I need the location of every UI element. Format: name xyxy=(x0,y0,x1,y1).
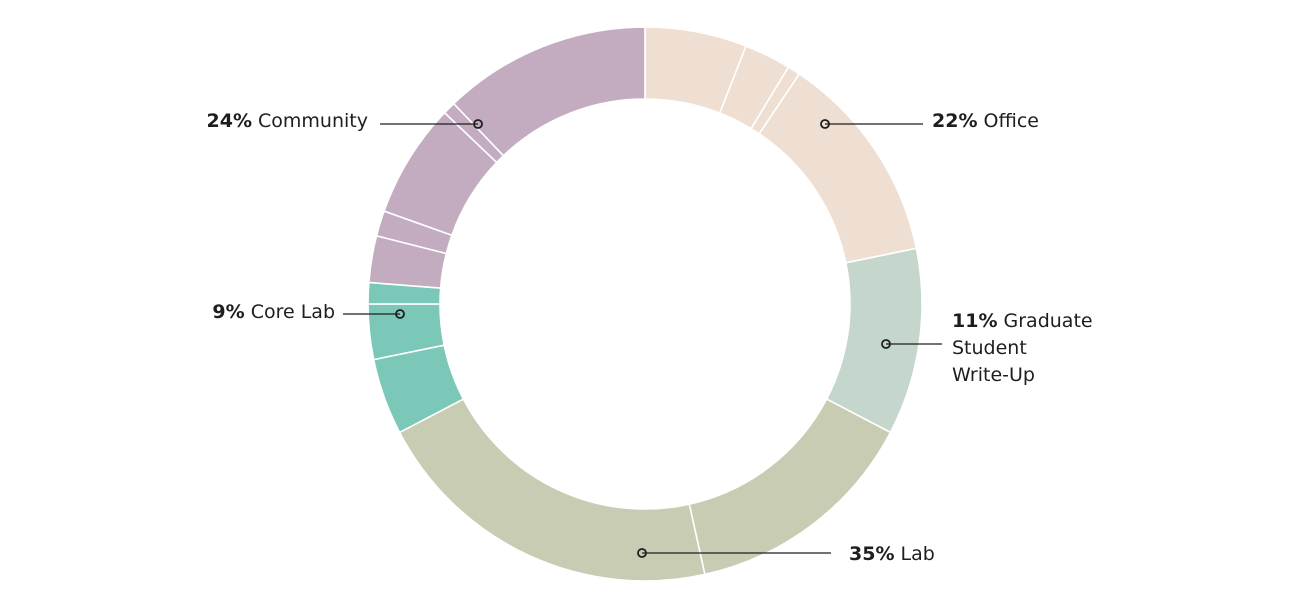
slice-lab-2 xyxy=(398,397,706,582)
label-lab-percent: 35% xyxy=(849,543,894,565)
label-core-lab-percent: 9% xyxy=(212,301,244,323)
label-graduate-student-write-up-text-3: Write-Up xyxy=(952,364,1035,386)
label-lab: 35% Lab xyxy=(849,543,935,565)
leader-dot-lab xyxy=(637,548,647,558)
label-community: 24% Community xyxy=(207,110,369,132)
slice-office-4 xyxy=(758,72,918,264)
label-office-percent: 22% xyxy=(932,110,977,132)
label-graduate-student-write-up-text-1: Graduate xyxy=(997,310,1092,332)
leader-dot-office xyxy=(820,119,830,129)
label-graduate-student-write-up-text-2: Student xyxy=(952,337,1027,359)
label-office-text-1: Office xyxy=(977,110,1039,132)
leader-dot-core-lab xyxy=(395,309,405,319)
label-core-lab-text-1: Core Lab xyxy=(245,301,335,323)
label-graduate-student-write-up: 11% Graduate Student Write-Up xyxy=(952,310,1093,386)
donut-slices xyxy=(367,26,923,582)
leader-dot-community xyxy=(473,119,483,129)
slice-graduate-student-write-up-1 xyxy=(825,247,923,434)
callouts: 22% Office 11% Graduate Student Write-Up 35%… xyxy=(207,110,1093,565)
label-core-lab: 9% Core Lab xyxy=(212,301,335,323)
label-community-percent: 24% xyxy=(207,110,252,132)
label-community-text-1: Community xyxy=(252,110,368,132)
leader-dot-graduate-student-write-up xyxy=(881,339,891,349)
label-lab-text-1: Lab xyxy=(894,543,934,565)
label-office: 22% Office xyxy=(932,110,1039,132)
label-graduate-student-write-up-percent: 11% xyxy=(952,310,997,332)
slice-community-5 xyxy=(452,26,646,157)
